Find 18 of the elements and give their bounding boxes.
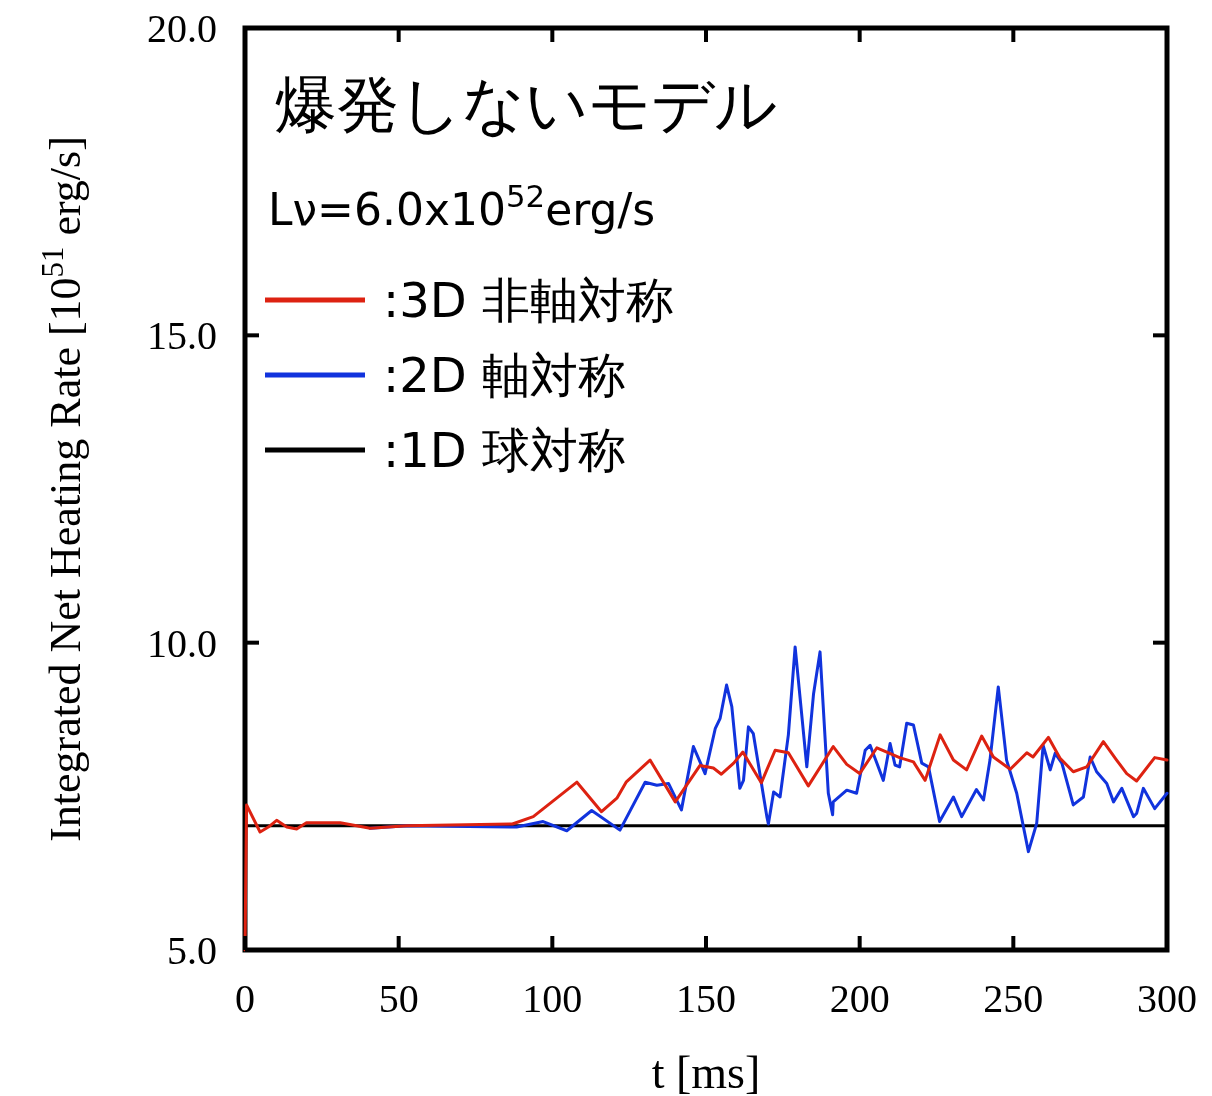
x-tick-label: 50 [378, 976, 419, 1021]
x-tick-label: 100 [522, 976, 583, 1021]
y-tick-label: 10.0 [147, 620, 217, 666]
y-tick-label: 5.0 [167, 928, 217, 973]
y-tick-label: 15.0 [147, 313, 217, 359]
x-tick-label: 150 [676, 976, 736, 1021]
text: 爆発しないモデル [275, 68, 777, 141]
x-tick-label: 300 [1137, 976, 1197, 1021]
legend-label: :3D 非軸対称 [383, 271, 674, 328]
text: Lν=6.0x10$^{52}$erg/s [268, 178, 656, 235]
x-tick-label: 250 [983, 976, 1044, 1021]
y-tick-label: 20.0 [147, 6, 217, 51]
legend-label: :2D 軸対称 [383, 346, 626, 403]
legend-label: :1D 球対称 [383, 421, 626, 478]
x-tick-label: 200 [829, 976, 890, 1021]
line-series [243, 733, 1169, 952]
x-tick-label: 0 [235, 976, 255, 1021]
x-axis-title: t [ms] [651, 1047, 761, 1096]
